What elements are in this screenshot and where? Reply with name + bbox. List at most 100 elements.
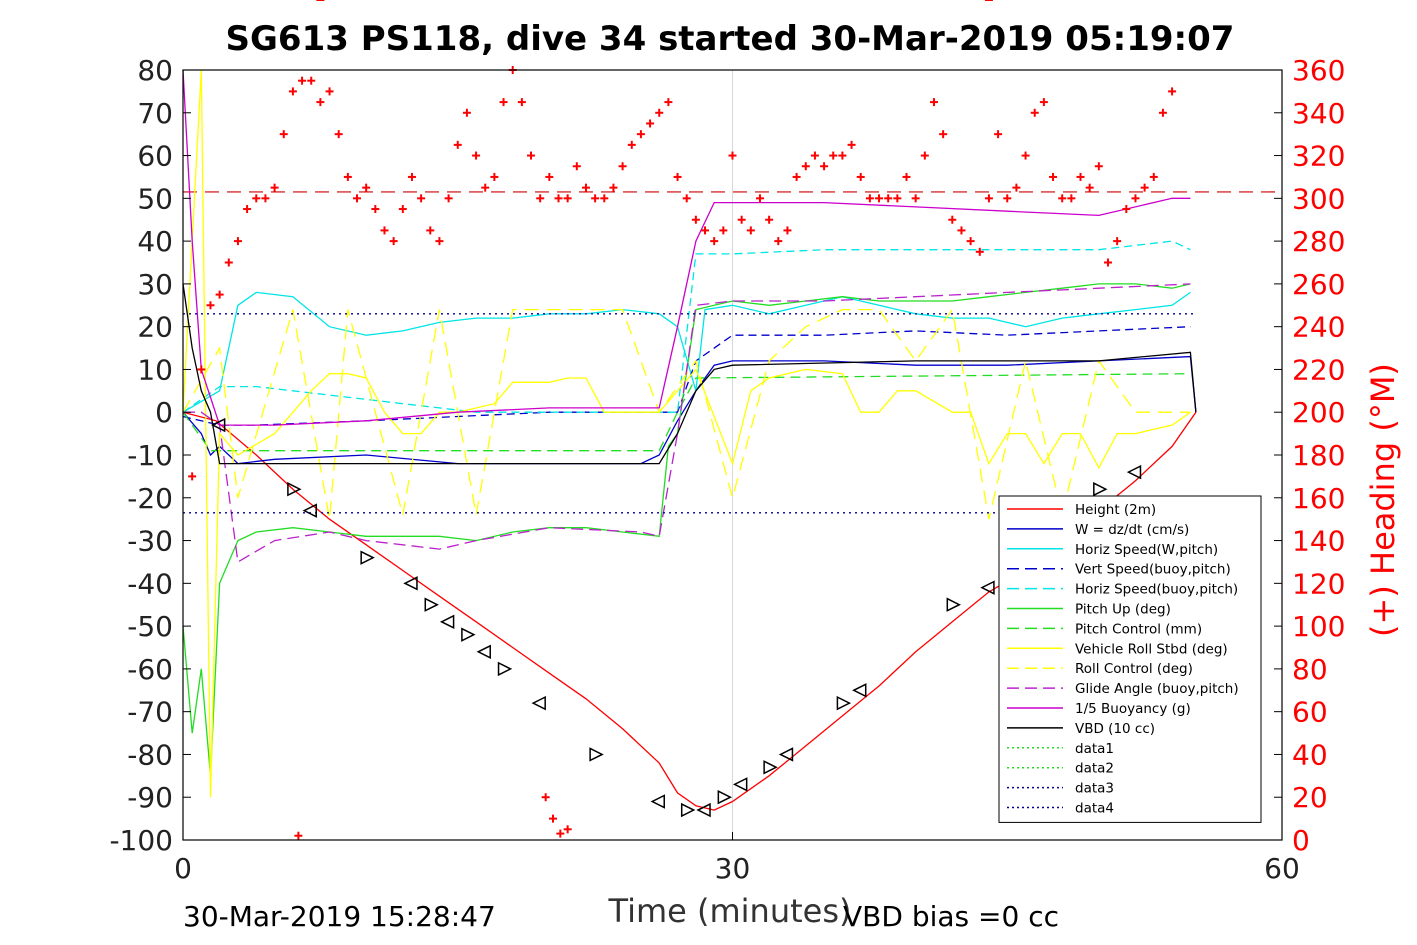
y-tick-label: 20 [137, 311, 173, 344]
dive-marker [403, 576, 418, 591]
heading-point [1094, 162, 1103, 171]
legend-label: Roll Control (deg) [1075, 661, 1193, 677]
heading-point [948, 215, 957, 224]
heading-point [1058, 194, 1067, 203]
legend-label: Horiz Speed(buoy,pitch) [1075, 582, 1238, 598]
heading-point [316, 98, 325, 107]
series-line-4 [182, 240, 1191, 413]
heading-point [838, 151, 847, 160]
y-tick-label: 60 [137, 140, 173, 173]
heading-point [380, 226, 389, 235]
heading-point [307, 76, 316, 85]
y-right-tick-label: 60 [1292, 696, 1328, 729]
heading-point [545, 172, 554, 181]
dive-marker [1126, 464, 1142, 480]
heading-point [1103, 258, 1112, 267]
y-tick-label: 30 [137, 268, 173, 301]
legend: Height (2m) W = dz/dt (cm/s) Horiz Speed(W… [998, 495, 1262, 823]
footer-timestamp: 30-Mar-2019 15:28:47 [183, 900, 496, 933]
dive-marker [476, 644, 491, 659]
heading-point [233, 237, 242, 246]
heading-point [1158, 108, 1167, 117]
y-right-tick-label: 260 [1292, 268, 1345, 301]
heading-point [975, 247, 984, 256]
heading-point [243, 205, 252, 214]
series-line-2 [182, 291, 1191, 413]
heading-point [371, 205, 380, 214]
heading-point [294, 831, 303, 840]
dive-marker [732, 777, 748, 792]
series-line-5 [182, 283, 1191, 776]
legend-label: Vehicle Roll Stbd (deg) [1075, 641, 1228, 657]
heading-point [957, 226, 966, 235]
legend-label: data1 [1075, 741, 1114, 757]
heading-point [197, 365, 206, 374]
y-right-tick-label: 160 [1292, 482, 1345, 515]
heading-point [765, 215, 774, 224]
dive-marker [778, 747, 794, 762]
heading-point [527, 151, 536, 160]
dive-marker [852, 683, 867, 698]
y-right-tick-label: 140 [1292, 525, 1345, 558]
y-right-tick-label: 240 [1292, 311, 1345, 344]
legend-label: Horiz Speed(W,pitch) [1075, 542, 1218, 558]
x-axis-label: Time (minutes) [608, 892, 852, 930]
heading-point [920, 151, 929, 160]
plot-area [182, 0, 1282, 840]
heading-point [426, 226, 435, 235]
heading-point [755, 194, 764, 203]
heading-point [563, 194, 572, 203]
heading-point [389, 237, 398, 246]
heading-point [1003, 194, 1012, 203]
heading-point [682, 194, 691, 203]
legend-label: Pitch Control (mm) [1075, 621, 1202, 637]
y-right-tick-label: 180 [1292, 439, 1345, 472]
heading-point [737, 215, 746, 224]
y-tick-label: -50 [127, 610, 173, 643]
heading-point [572, 162, 581, 171]
legend-label: data3 [1075, 781, 1114, 797]
heading-point [298, 76, 307, 85]
heading-point [893, 194, 902, 203]
y-tick-label: -90 [127, 781, 173, 814]
heading-point [728, 151, 737, 160]
heading-point [829, 151, 838, 160]
heading-point [994, 130, 1003, 139]
heading-point [1122, 205, 1131, 214]
heading-point [939, 130, 948, 139]
heading-point [865, 194, 874, 203]
dive-marker [531, 695, 546, 711]
dive-marker [1093, 482, 1108, 497]
heading-point [1085, 183, 1094, 192]
heading-point [1113, 237, 1122, 246]
heading-point [261, 194, 270, 203]
heading-point [984, 194, 993, 203]
heading-point [966, 237, 975, 246]
heading-point [581, 183, 590, 192]
heading-point [609, 183, 618, 192]
y-right-tick-label: 200 [1292, 396, 1345, 429]
series-line-1 [182, 355, 1197, 465]
heading-point [334, 130, 343, 139]
dive-marker [696, 802, 711, 818]
heading-point [627, 140, 636, 149]
y-right-tick-label: 120 [1292, 567, 1345, 600]
y-right-tick-label: 300 [1292, 182, 1345, 215]
heading-point [288, 87, 297, 96]
series-line-10 [182, 69, 1191, 426]
heading-point [1021, 151, 1030, 160]
heading-point [820, 162, 829, 171]
series-line-11 [182, 283, 1197, 465]
y-right-tick-label: 280 [1292, 225, 1345, 258]
dive-marker [717, 790, 733, 805]
heading-point [252, 194, 261, 203]
chart-title: SG613 PS118, dive 34 started 30-Mar-2019… [226, 19, 1235, 59]
heading-point [481, 183, 490, 192]
heading-point [664, 98, 673, 107]
heading-point [270, 183, 279, 192]
legend-label: VBD (10 cc) [1075, 721, 1155, 737]
heading-point [343, 172, 352, 181]
heading-point [884, 194, 893, 203]
dive-marker [980, 580, 995, 595]
heading-point [325, 87, 334, 96]
